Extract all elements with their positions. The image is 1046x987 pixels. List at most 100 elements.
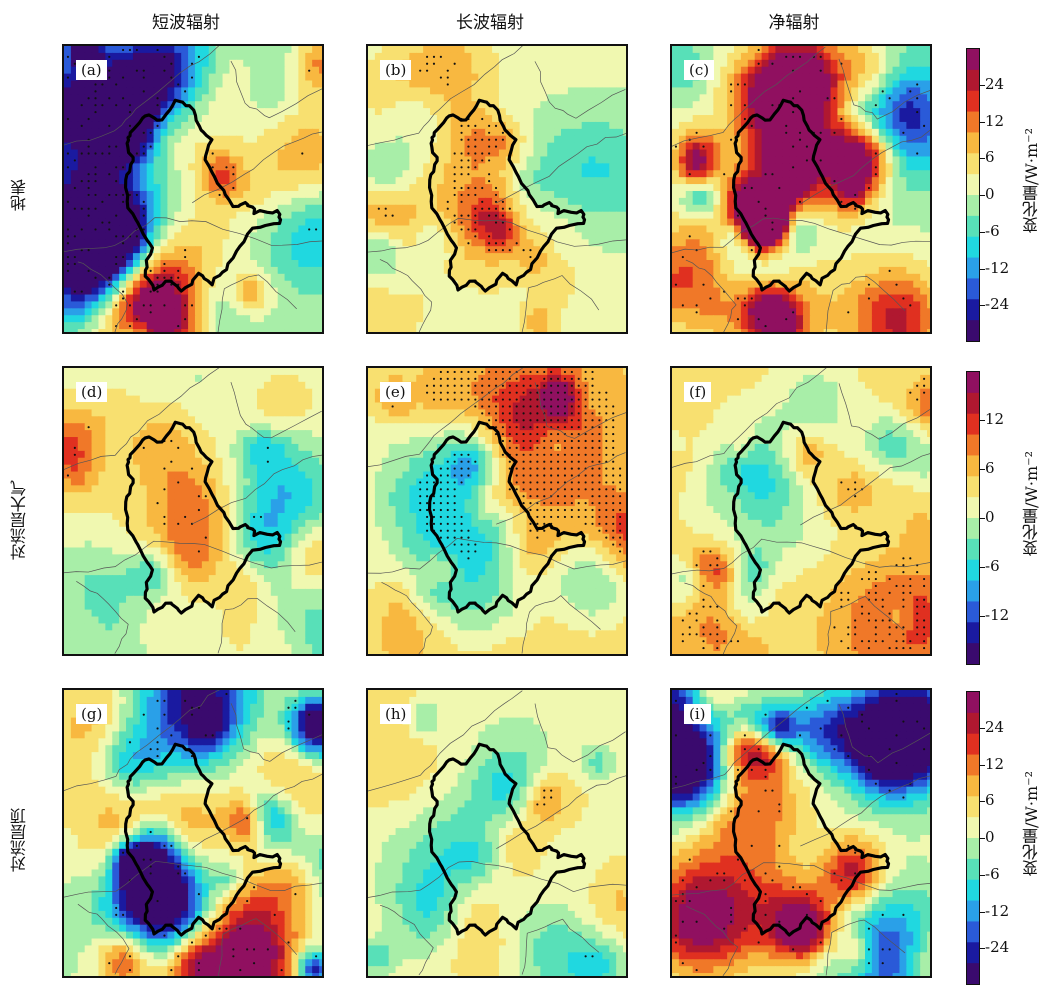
colorbar-tick-label: 6 xyxy=(985,791,995,810)
colorbar-tick-label: 24 xyxy=(985,74,1005,93)
colorbar-tick-label: 6 xyxy=(985,459,995,477)
heatmap-field xyxy=(368,368,626,654)
colorbar-tick-mark xyxy=(980,838,985,839)
panel-label: (a) xyxy=(76,60,107,80)
province-border xyxy=(230,60,322,119)
colorbar-tick-mark xyxy=(980,268,985,270)
province-border xyxy=(64,860,322,898)
map-panel-b: (b) xyxy=(366,44,628,334)
significance-dots xyxy=(377,55,532,259)
colorbar-swatch xyxy=(967,518,979,540)
colorbar-swatch xyxy=(967,942,979,964)
region-outline xyxy=(123,742,283,937)
province-border xyxy=(534,382,626,439)
heatmap-field xyxy=(64,690,322,976)
province-border xyxy=(76,581,129,654)
colorbar-swatch xyxy=(967,434,979,456)
colorbar-swatch xyxy=(967,601,979,623)
panel-label: (b) xyxy=(380,60,412,80)
region-outline xyxy=(123,420,283,615)
colorbar-tick-label: 0 xyxy=(985,185,995,203)
province-border xyxy=(838,704,930,764)
heatmap-cells xyxy=(64,690,322,976)
colorbar-swatch xyxy=(967,559,979,581)
significance-dots xyxy=(108,692,318,972)
colorbar-swatch xyxy=(967,69,979,92)
province-border xyxy=(521,275,600,332)
colorbar-tick-label: -12 xyxy=(985,258,1010,277)
colorbar-tick-mark xyxy=(980,231,985,233)
colorbar-swatch xyxy=(967,497,979,519)
province-border xyxy=(672,862,930,896)
colorbar-tick-mark xyxy=(980,764,985,766)
map-panel-e: (e) xyxy=(366,366,628,656)
colorbar-swatch xyxy=(967,712,979,735)
colorbar-swatch xyxy=(967,921,979,943)
province-border xyxy=(64,46,220,146)
colorbar-swatch xyxy=(967,733,979,755)
colorbar-swatch xyxy=(967,622,979,644)
colorbar-0 xyxy=(966,48,980,342)
colorbar-swatch xyxy=(967,775,979,797)
map-panel-a: (a) xyxy=(62,44,324,334)
province-border xyxy=(77,903,130,975)
significance-dots xyxy=(536,789,594,958)
colorbar-tick-mark xyxy=(980,911,985,913)
heatmap-cells xyxy=(672,368,930,654)
row-title-troposphere: 对流层大气 xyxy=(10,480,29,560)
colorbar-tick-mark xyxy=(980,874,985,876)
province-border xyxy=(685,259,737,332)
province-border xyxy=(685,905,739,976)
province-border xyxy=(368,690,523,792)
column-title-net: 净辐射 xyxy=(768,13,820,33)
colorbar-tick-label: -6 xyxy=(985,864,1000,883)
colorbar-swatch xyxy=(967,900,979,922)
province-border xyxy=(368,538,626,574)
colorbar-swatch xyxy=(967,796,979,818)
province-border xyxy=(192,454,322,525)
column-title-shortwave: 短波辐射 xyxy=(152,13,220,33)
colorbar-tick-mark xyxy=(980,518,985,519)
colorbar-swatch xyxy=(967,257,979,279)
colorbar-swatch xyxy=(967,476,979,498)
heatmap-field xyxy=(64,46,322,332)
region-outline xyxy=(427,420,587,615)
colorbar-tick-label: 12 xyxy=(985,754,1005,773)
colorbar-tick-label: 0 xyxy=(985,508,995,526)
colorbar-swatch xyxy=(967,413,979,435)
colorbar-swatch xyxy=(967,90,979,112)
colorbar-tick-label: -6 xyxy=(985,221,1000,240)
row-title-tropopause: 对流层顶 xyxy=(10,808,29,872)
colorbar-tick-mark xyxy=(980,121,985,123)
province-border xyxy=(64,690,220,791)
heatmap-cells xyxy=(368,368,626,654)
colorbar-swatch xyxy=(967,372,979,394)
colorbar-swatch xyxy=(967,153,979,175)
colorbar-swatch xyxy=(967,236,979,258)
province-border xyxy=(230,381,322,439)
province-border xyxy=(825,919,906,976)
province-border xyxy=(838,383,930,440)
colorbar-tick-mark xyxy=(980,727,985,729)
colorbar-tick-mark xyxy=(980,195,985,196)
region-outline xyxy=(731,742,891,937)
colorbar-swatch xyxy=(967,49,979,71)
colorbar-1 xyxy=(966,371,980,665)
province-border xyxy=(672,368,827,468)
province-border xyxy=(825,595,904,654)
map-panel-g: (g) xyxy=(62,688,324,978)
province-border xyxy=(800,453,930,526)
colorbar-swatch xyxy=(967,174,979,196)
province-border xyxy=(218,918,298,976)
heatmap-cells xyxy=(368,46,626,332)
colorbar-swatch xyxy=(967,392,979,415)
province-border xyxy=(217,274,297,332)
significance-dots xyxy=(681,377,926,650)
province-border xyxy=(496,775,626,849)
colorbar-swatch xyxy=(967,455,979,477)
province-border xyxy=(381,581,433,654)
colorbar-tick-label: 24 xyxy=(985,717,1005,736)
map-panel-f: (f) xyxy=(670,366,932,656)
colorbar-swatch xyxy=(967,858,979,881)
province-border xyxy=(192,774,322,849)
